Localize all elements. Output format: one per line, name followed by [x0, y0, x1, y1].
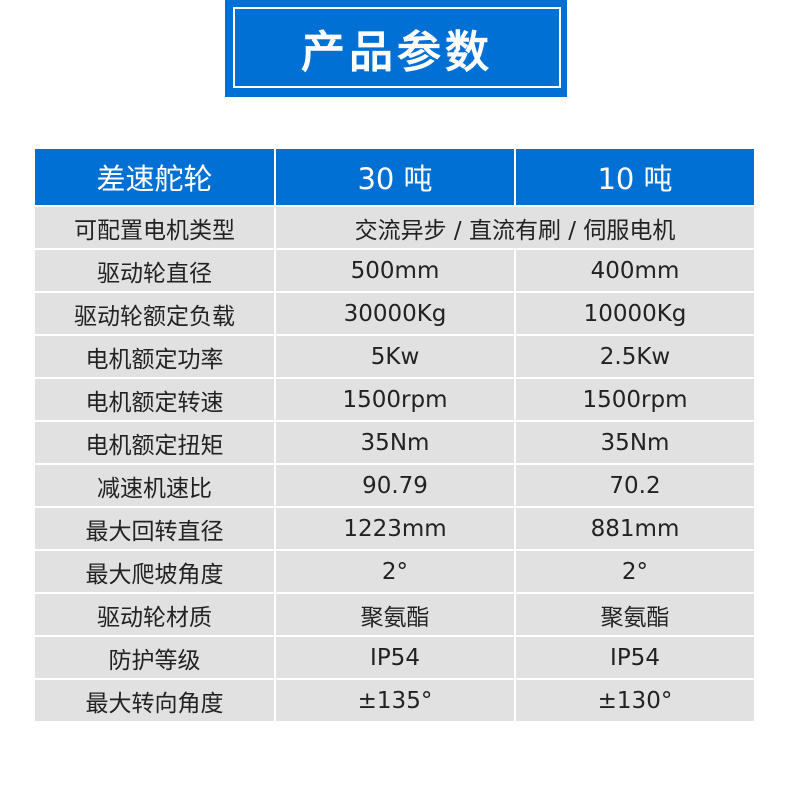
table-row: 最大回转直径 1223mm 881mm [33, 506, 756, 551]
header-cell: 10 吨 [514, 147, 756, 207]
table-row: 电机额定功率 5Kw 2.5Kw [33, 334, 756, 379]
row-value: IP54 [514, 635, 756, 680]
row-value: ±130° [514, 678, 756, 723]
table-row: 最大转向角度 ±135° ±130° [33, 678, 756, 723]
row-value: 881mm [514, 506, 756, 551]
row-value: 1223mm [274, 506, 516, 551]
row-label: 电机额定功率 [33, 334, 276, 379]
spec-table: 差速舵轮 30 吨 10 吨 可配置电机类型 交流异步 / 直流有刷 / 伺服电… [33, 147, 756, 723]
row-value: 1500rpm [274, 377, 516, 422]
row-value: 2.5Kw [514, 334, 756, 379]
row-value: 5Kw [274, 334, 516, 379]
table-header: 差速舵轮 30 吨 10 吨 [33, 147, 756, 207]
table-row: 最大爬坡角度 2° 2° [33, 549, 756, 594]
row-value: IP54 [274, 635, 516, 680]
row-value: 2° [274, 549, 516, 594]
row-value: 35Nm [514, 420, 756, 465]
table-row: 防护等级 IP54 IP54 [33, 635, 756, 680]
table-row: 可配置电机类型 交流异步 / 直流有刷 / 伺服电机 [33, 205, 756, 250]
row-label: 电机额定扭矩 [33, 420, 276, 465]
row-value: 70.2 [514, 463, 756, 508]
row-value: 交流异步 / 直流有刷 / 伺服电机 [274, 205, 756, 250]
table-row: 减速机速比 90.79 70.2 [33, 463, 756, 508]
row-label: 防护等级 [33, 635, 276, 680]
page-title: 产品参数 [233, 7, 561, 88]
row-label: 最大转向角度 [33, 678, 276, 723]
row-label: 驱动轮直径 [33, 248, 276, 293]
header-cell: 30 吨 [274, 147, 516, 207]
row-label: 可配置电机类型 [33, 205, 276, 250]
table-row: 驱动轮额定负载 30000Kg 10000Kg [33, 291, 756, 336]
row-label: 最大回转直径 [33, 506, 276, 551]
table-row: 电机额定扭矩 35Nm 35Nm [33, 420, 756, 465]
row-value: 2° [514, 549, 756, 594]
table-row: 电机额定转速 1500rpm 1500rpm [33, 377, 756, 422]
title-banner: 产品参数 [225, 0, 567, 97]
row-label: 最大爬坡角度 [33, 549, 276, 594]
row-label: 减速机速比 [33, 463, 276, 508]
row-value: 聚氨酯 [274, 592, 516, 637]
row-label: 电机额定转速 [33, 377, 276, 422]
row-value: 400mm [514, 248, 756, 293]
row-value: 聚氨酯 [514, 592, 756, 637]
header-cell: 差速舵轮 [33, 147, 276, 207]
row-value: 500mm [274, 248, 516, 293]
row-value: 90.79 [274, 463, 516, 508]
row-label: 驱动轮材质 [33, 592, 276, 637]
table-row: 驱动轮材质 聚氨酯 聚氨酯 [33, 592, 756, 637]
row-value: 1500rpm [514, 377, 756, 422]
row-value: 30000Kg [274, 291, 516, 336]
row-value: 10000Kg [514, 291, 756, 336]
row-label: 驱动轮额定负载 [33, 291, 276, 336]
table-row: 驱动轮直径 500mm 400mm [33, 248, 756, 293]
row-value: 35Nm [274, 420, 516, 465]
row-value: ±135° [274, 678, 516, 723]
